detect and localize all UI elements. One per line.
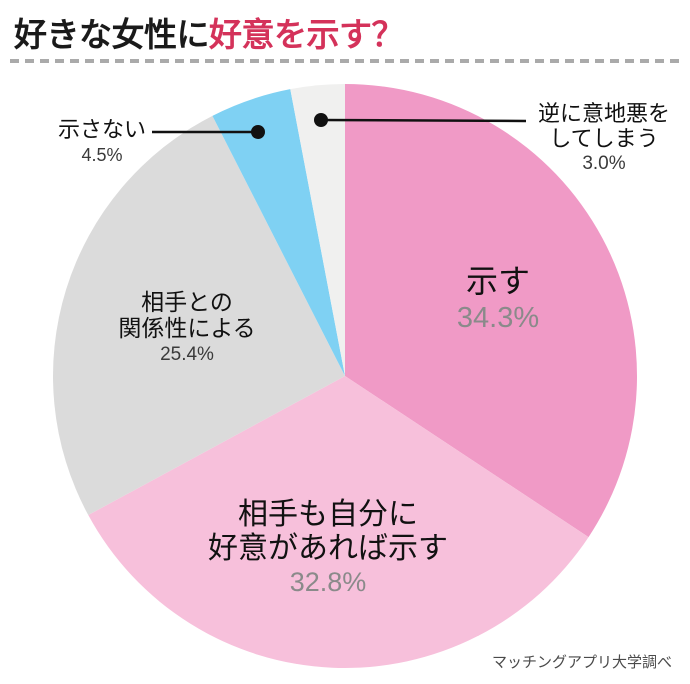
leader-dot-gyaku [314,113,328,127]
slice-label-text: 示す [465,263,531,299]
dashed-divider [10,59,682,63]
slice-label-text: 関係性による [118,314,256,341]
page-title-black: 好きな女性に [14,16,210,53]
leader-line-gyaku [320,118,527,123]
slice-pct-label: 25.4% [160,343,214,365]
pie-slices-group [53,84,637,668]
leader-lines-group [152,113,527,139]
pie-slice-3 [212,89,345,377]
slice-label-kankeisei: 相手との 関係性による 25.4% [118,289,256,365]
slice-label-shimesu: 示す 34.3% [456,263,540,334]
slice-label-text: 好意があれば示す [208,531,448,565]
pie-slice-1 [88,376,589,668]
leader-dot-shimesanai [251,125,265,139]
slice-label-text: 相手との [141,289,233,315]
slice-label-text: 相手も自分に [238,498,418,531]
slice-label-gyaku-ijiwaru: 逆に意地悪を してしまう 3.0% [537,101,671,175]
pie-slice-4 [290,84,345,376]
slice-label-text: 逆に意地悪を [537,101,671,126]
slice-label-text: してしまう [549,125,659,151]
slice-pct-label: 32.8% [289,567,367,598]
slice-label-aite-jibun: 相手も自分に 好意があれば示す 32.8% [208,498,448,597]
slice-pct-label: 3.0% [582,153,626,175]
page-title: 好きな女性に好意を示す？ [14,8,405,56]
slice-pct-label: 34.3% [456,301,540,334]
slice-pct-label: 4.5% [81,144,123,165]
pie-slice-0 [345,84,637,538]
source-note: マッチングアプリ大学調べ [491,654,672,671]
slice-label-shimesanai: 示さない 4.5% [57,117,147,165]
page-title-red: 好意を示す？ [209,16,405,53]
pie-slice-2 [53,115,346,516]
slice-label-text: 示さない [57,117,147,142]
